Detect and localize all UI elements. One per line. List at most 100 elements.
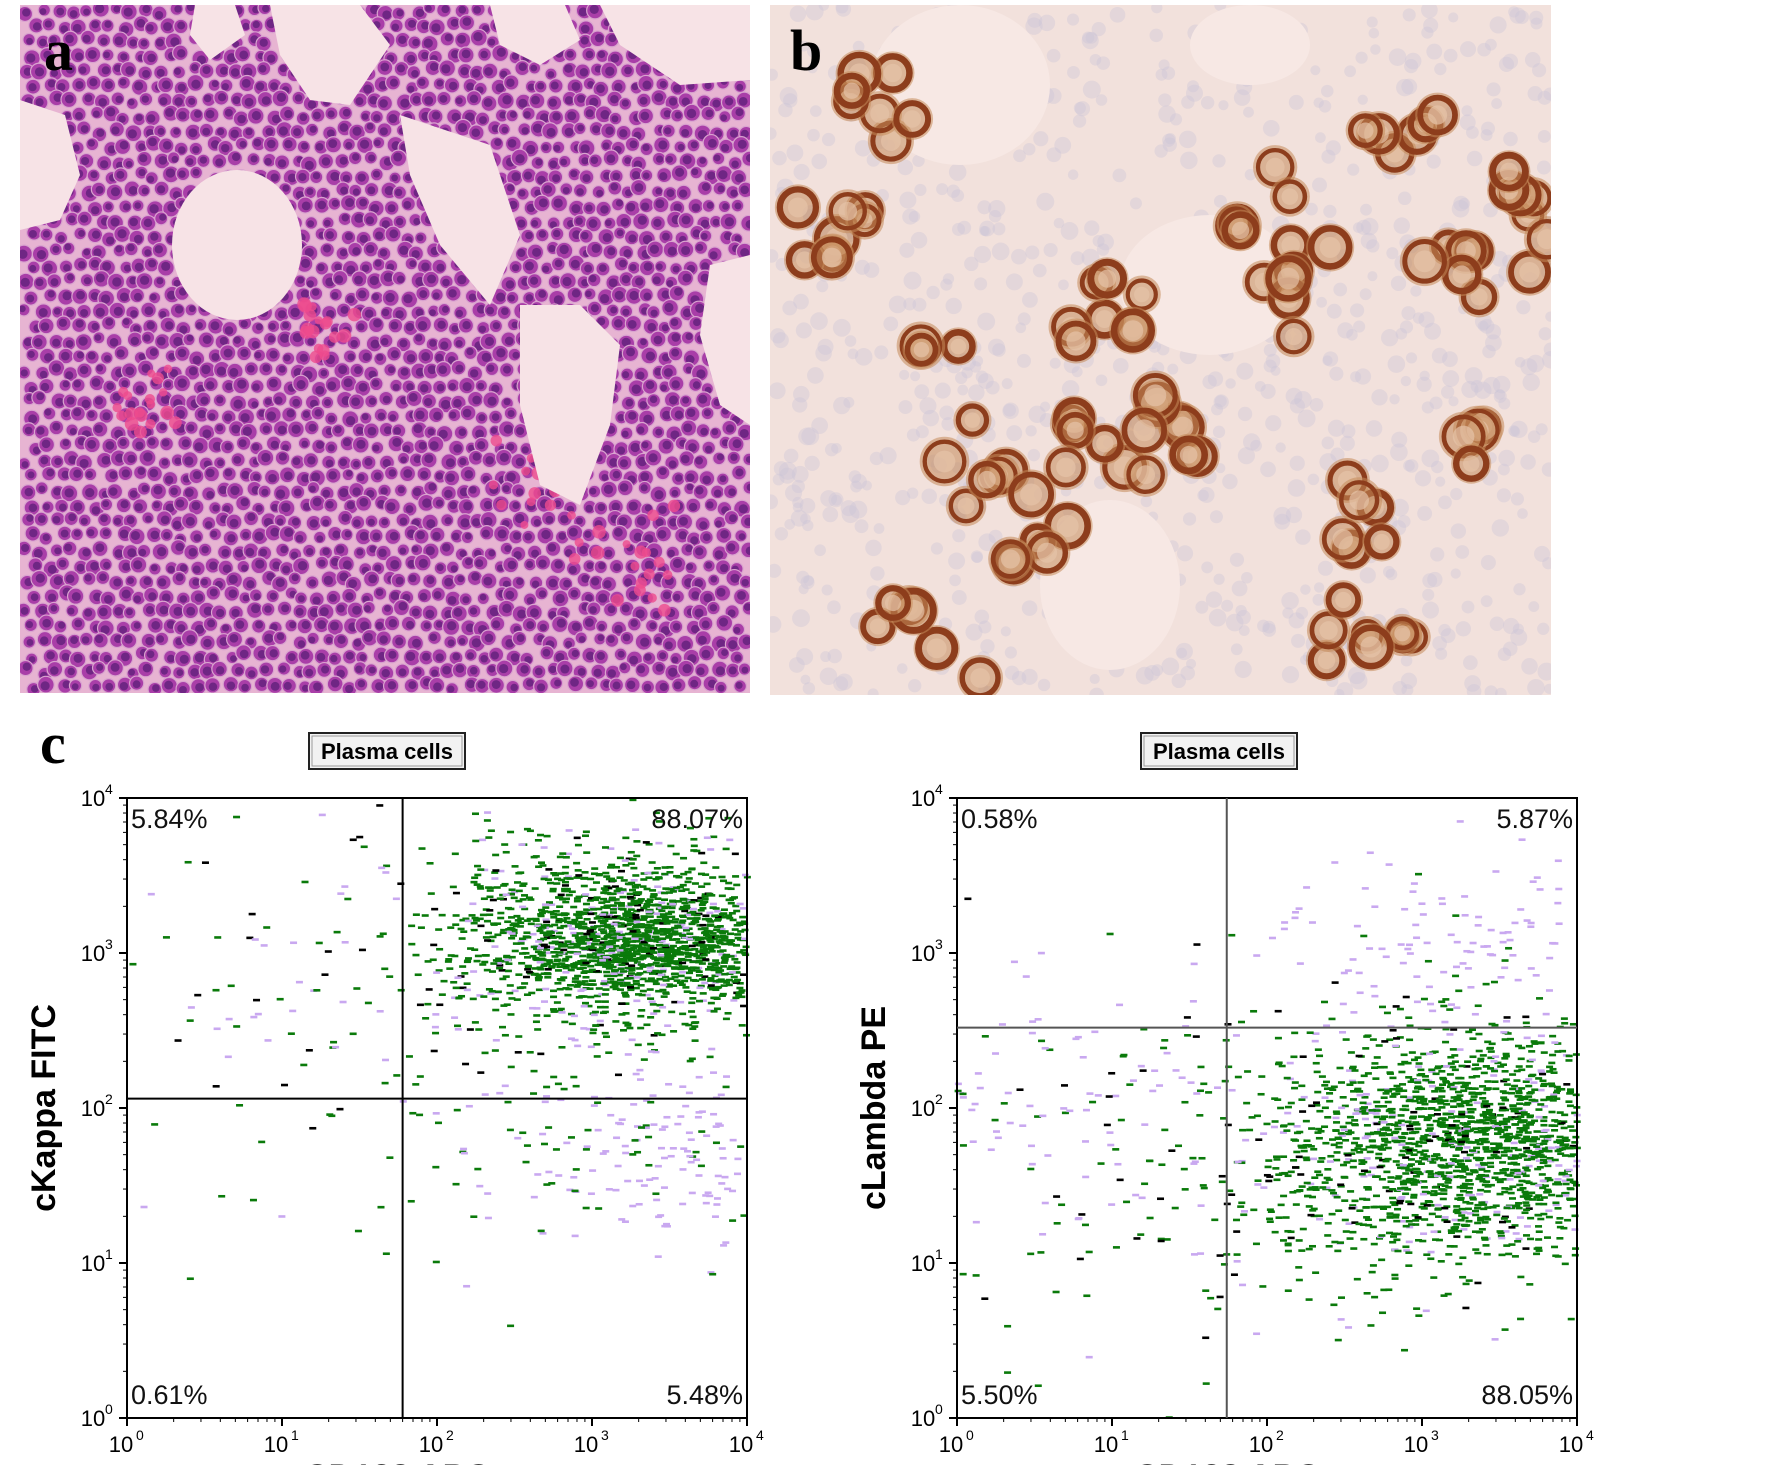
scatter-point	[1273, 1155, 1281, 1159]
scatter-point	[720, 961, 728, 964]
scatter-point	[1481, 1100, 1489, 1103]
scatter-point	[463, 960, 471, 964]
scatter-point	[674, 960, 682, 963]
scatter-point	[1182, 1025, 1190, 1028]
scatter-point	[1442, 1027, 1450, 1031]
scatter-point	[289, 1009, 297, 1013]
scatter-point	[698, 903, 706, 907]
scatter-point	[536, 960, 544, 964]
scatter-point	[609, 892, 617, 896]
scatter-point	[720, 1244, 728, 1247]
scatter-point	[1490, 1126, 1498, 1130]
scatter-point	[728, 911, 736, 915]
scatter-point	[510, 896, 518, 900]
scatter-point	[665, 928, 673, 931]
scatter-point	[1482, 1140, 1490, 1144]
scatter-point	[529, 1006, 537, 1010]
scatter-point	[616, 876, 624, 879]
scatter-point	[583, 908, 591, 911]
scatter-point	[1412, 1090, 1420, 1093]
scatter-point	[494, 990, 502, 994]
scatter-point	[630, 1103, 638, 1106]
scatter-point	[537, 967, 545, 971]
scatter-point	[1022, 975, 1030, 978]
scatter-point	[1392, 1215, 1400, 1219]
scatter-point	[1457, 1104, 1465, 1108]
scatter-point	[499, 977, 507, 981]
scatter-point	[1505, 1252, 1513, 1256]
scatter-point	[571, 1189, 579, 1193]
scatter-point	[1569, 1144, 1577, 1148]
scatter-point	[616, 981, 624, 984]
scatter-point	[470, 921, 478, 925]
scatter-point	[1545, 1209, 1553, 1213]
scatter-point	[959, 1272, 967, 1276]
scatter-point	[709, 932, 717, 935]
scatter-point	[1457, 1081, 1465, 1085]
scatter-point	[654, 1255, 662, 1258]
scatter-point	[541, 903, 549, 906]
scatter-point	[1514, 1240, 1522, 1243]
scatter-point	[1266, 1220, 1274, 1224]
scatter-point	[1466, 1212, 1474, 1215]
scatter-point	[1365, 1145, 1373, 1149]
scatter-point	[582, 834, 590, 838]
scatter-point	[1566, 1146, 1574, 1150]
scatter-point	[678, 971, 686, 974]
scatter-point	[1385, 1123, 1393, 1126]
scatter-point	[715, 985, 723, 989]
scatter-point	[486, 895, 494, 899]
scatter-point	[1374, 1105, 1382, 1108]
scatter-point	[392, 897, 400, 901]
scatter-point	[691, 1039, 699, 1042]
scatter-point	[1308, 1104, 1316, 1108]
scatter-point	[1508, 1243, 1516, 1246]
scatter-point	[1451, 1054, 1459, 1057]
scatter-point	[1516, 1188, 1524, 1192]
scatter-point	[1540, 1082, 1548, 1086]
scatter-point	[526, 829, 534, 833]
scatter-point	[1038, 1039, 1046, 1043]
scatter-point	[726, 916, 734, 920]
scatter-point	[1540, 1116, 1548, 1119]
scatter-point	[578, 920, 586, 924]
scatter-point	[661, 1224, 669, 1228]
scatter-point	[1488, 1042, 1496, 1046]
scatter-point	[1453, 1006, 1461, 1010]
scatter-point	[553, 962, 561, 966]
scatter-point	[1501, 1215, 1509, 1219]
scatter-point	[552, 1148, 560, 1151]
scatter-point	[1389, 1087, 1397, 1091]
scatter-point	[473, 883, 481, 886]
scatter-point	[494, 922, 502, 926]
scatter-point	[1540, 1098, 1548, 1102]
scatter-point	[1528, 1191, 1536, 1195]
scatter-point	[1527, 1091, 1535, 1094]
scatter-point	[614, 901, 622, 905]
scatter-point	[632, 886, 640, 889]
scatter-point	[622, 1151, 630, 1155]
scatter-point	[1410, 1110, 1418, 1114]
scatter-point	[726, 967, 734, 971]
scatter-point	[686, 937, 694, 941]
scatter-point	[651, 1177, 659, 1180]
scatter-point	[601, 919, 609, 923]
scatter-point	[1523, 919, 1531, 922]
scatter-point	[621, 1144, 629, 1148]
scatter-point	[1522, 1126, 1530, 1130]
scatter-point	[1537, 1034, 1545, 1038]
scatter-point	[1331, 981, 1339, 984]
scatter-point	[726, 939, 734, 942]
scatter-point	[537, 1052, 545, 1056]
scatter-point	[741, 951, 749, 955]
scatter-point	[1183, 1016, 1191, 1019]
scatter-point	[1378, 1177, 1386, 1181]
scatter-point	[1330, 1303, 1338, 1307]
scatter-point	[1504, 1138, 1512, 1141]
scatter-point	[1394, 1121, 1402, 1125]
scatter-point	[1284, 1111, 1292, 1115]
scatter-point	[671, 930, 679, 934]
scatter-point	[596, 1005, 604, 1009]
scatter-point	[1377, 1147, 1385, 1151]
scatter-point	[1497, 1231, 1505, 1235]
